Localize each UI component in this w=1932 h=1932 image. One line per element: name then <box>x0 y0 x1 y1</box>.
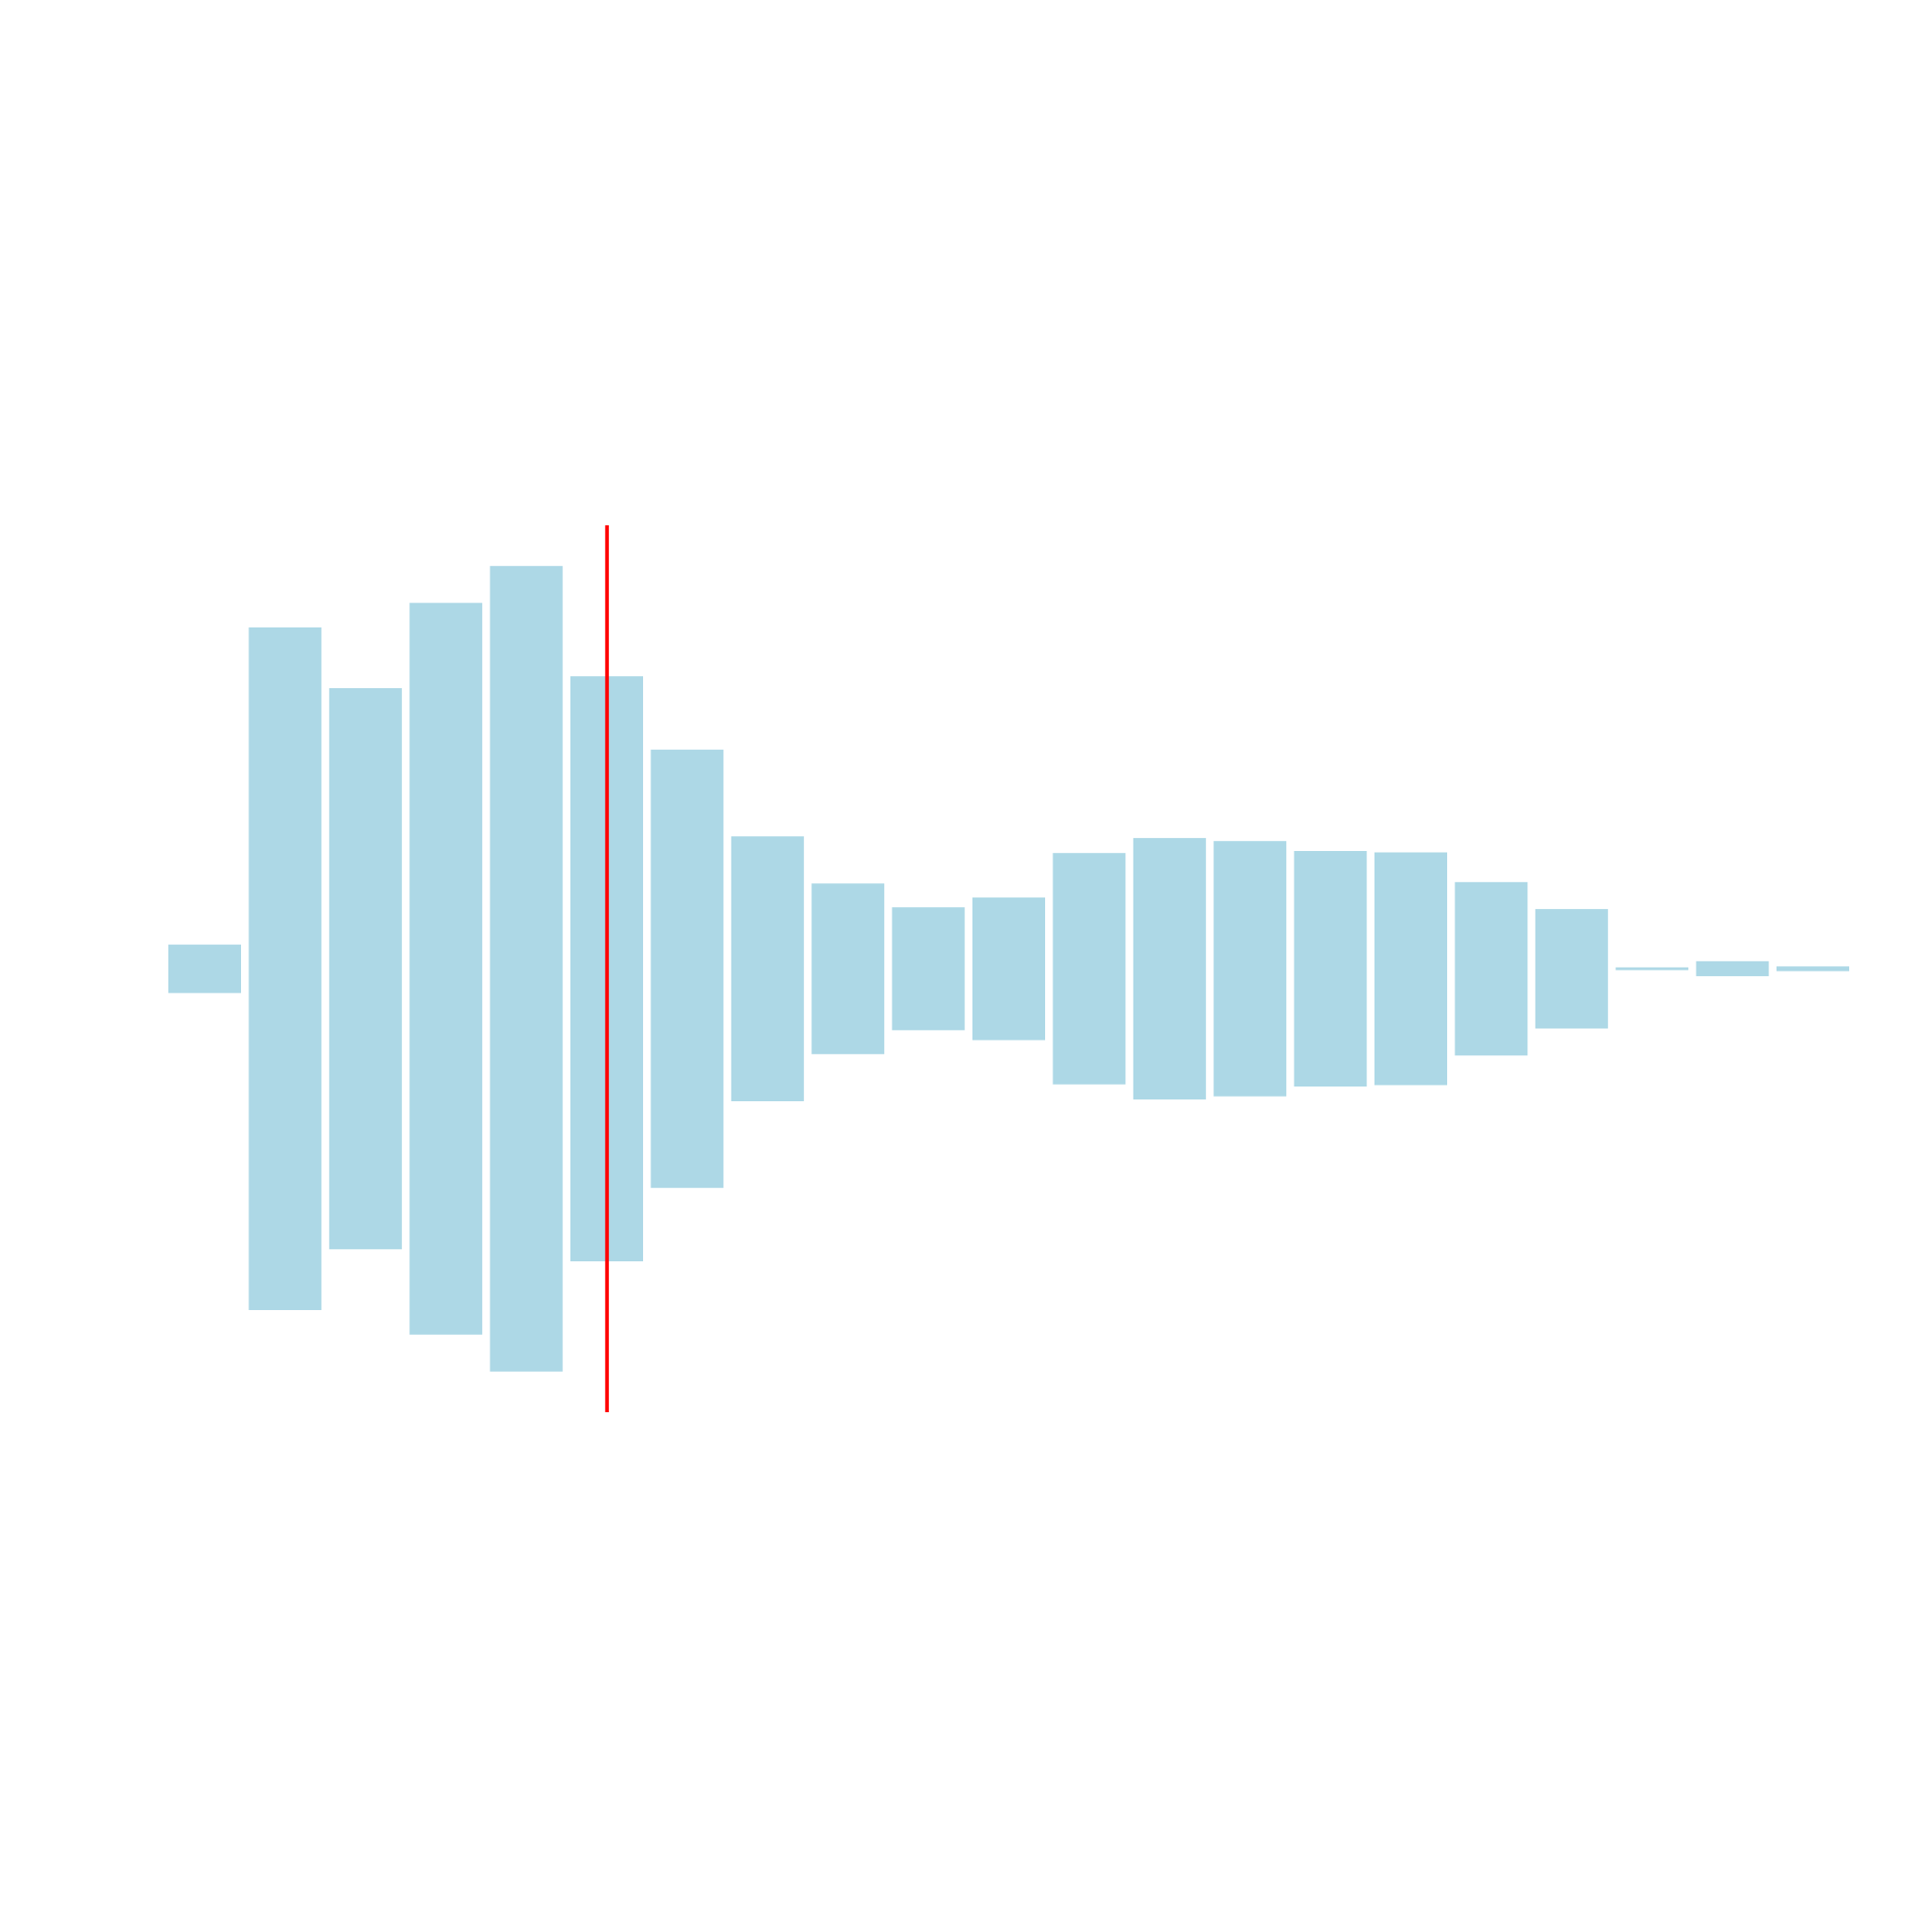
waveform-bar <box>1374 852 1447 1086</box>
waveform-bar <box>168 944 241 994</box>
waveform-bar <box>811 883 885 1054</box>
waveform-bar <box>1455 881 1528 1056</box>
waveform-bar <box>1133 837 1206 1100</box>
waveform-bar <box>1535 909 1608 1029</box>
waveform-bar <box>1213 841 1287 1097</box>
waveform-bar <box>328 688 402 1249</box>
waveform-bar <box>409 603 483 1335</box>
waveform-bar <box>489 566 563 1372</box>
waveform-bar <box>1777 966 1849 972</box>
waveform-bar <box>730 836 804 1101</box>
waveform-bar <box>248 627 322 1310</box>
waveform-bar <box>650 749 724 1189</box>
waveform-bar <box>1616 967 1689 971</box>
waveform-bar <box>1696 960 1769 977</box>
waveform-bar <box>1294 851 1367 1087</box>
waveform-bar <box>1052 853 1126 1085</box>
waveform-bar <box>891 907 965 1030</box>
waveform-bars <box>168 566 1849 1372</box>
waveform-bar <box>972 897 1045 1041</box>
